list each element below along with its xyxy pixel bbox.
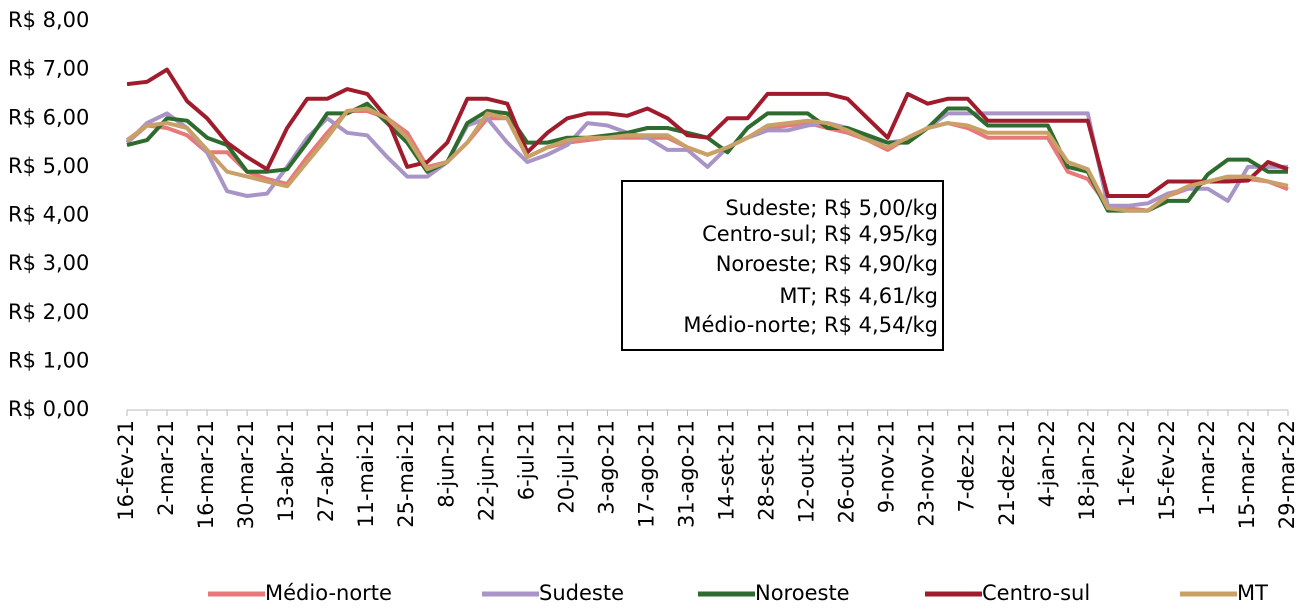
x-tick-label: 28-set-21: [755, 420, 779, 521]
legend-label: Noroeste: [755, 581, 850, 605]
y-tick-label: R$ 7,00: [8, 57, 89, 81]
x-tick-label: 14-set-21: [715, 420, 739, 521]
x-tick-label: 2-mar-21: [154, 420, 178, 516]
y-tick-label: R$ 4,00: [8, 203, 89, 227]
legend-label: MT: [1237, 581, 1268, 605]
x-tick-label: 16-mar-21: [194, 420, 218, 529]
x-tick-label: 29-mar-22: [1275, 420, 1299, 529]
x-tick-label: 27-abr-21: [314, 420, 338, 522]
x-tick-label: 18-jan-22: [1075, 420, 1099, 521]
x-tick-label: 31-ago-21: [674, 420, 698, 528]
series-line: [125, 106, 1289, 213]
annotation: Sudeste; R$ 5,00/kg: [725, 196, 938, 220]
x-tick-label: 20-jul-21: [554, 420, 578, 514]
x-tick-label: 1-fev-22: [1115, 420, 1139, 507]
x-tick-label: 26-out-21: [835, 420, 859, 523]
x-tick-label: 15-fev-22: [1155, 420, 1179, 521]
x-tick-label: 15-mar-22: [1235, 420, 1259, 529]
annotation: MT; R$ 4,61/kg: [779, 284, 938, 308]
legend-label: Médio-norte: [265, 581, 392, 605]
x-tick-label: 22-jun-21: [474, 420, 498, 521]
x-tick-label: 21-dez-21: [995, 420, 1019, 526]
y-tick-label: R$ 5,00: [8, 154, 89, 178]
annotation-box: [621, 180, 944, 351]
x-tick-label: 8-jun-21: [434, 420, 458, 508]
annotation: Centro-sul; R$ 4,95/kg: [702, 222, 938, 246]
x-tick-label: 25-mai-21: [394, 420, 418, 528]
legend-label: Sudeste: [539, 581, 624, 605]
y-tick-label: R$ 1,00: [8, 348, 89, 372]
x-tick-label: 30-mar-21: [234, 420, 258, 529]
y-tick-label: R$ 6,00: [8, 105, 89, 129]
annotation: Médio-norte; R$ 4,54/kg: [683, 313, 938, 337]
x-tick-label: 7-dez-21: [955, 420, 979, 513]
x-tick-label: 11-mai-21: [354, 420, 378, 528]
x-tick-label: 9-nov-21: [875, 420, 899, 513]
y-tick-label: R$ 3,00: [8, 251, 89, 275]
x-tick-label: 6-jul-21: [514, 420, 538, 500]
x-tick-label: 17-ago-21: [634, 420, 658, 528]
x-tick-label: 23-nov-21: [915, 420, 939, 527]
x-tick-label: 1-mar-22: [1195, 420, 1219, 516]
y-tick-label: R$ 8,00: [8, 8, 89, 32]
x-tick-label: 12-out-21: [795, 420, 819, 523]
x-tick-label: 3-ago-21: [594, 420, 618, 515]
annotation: Noroeste; R$ 4,90/kg: [716, 252, 938, 276]
series-line: [126, 67, 1289, 198]
legend-label: Centro-sul: [982, 581, 1090, 605]
x-tick-label: 13-abr-21: [274, 420, 298, 522]
y-tick-label: R$ 2,00: [8, 300, 89, 324]
x-tick-label: 4-jan-22: [1035, 420, 1059, 507]
x-tick-label: 16-fev-21: [114, 420, 138, 521]
y-tick-label: R$ 0,00: [8, 397, 89, 421]
